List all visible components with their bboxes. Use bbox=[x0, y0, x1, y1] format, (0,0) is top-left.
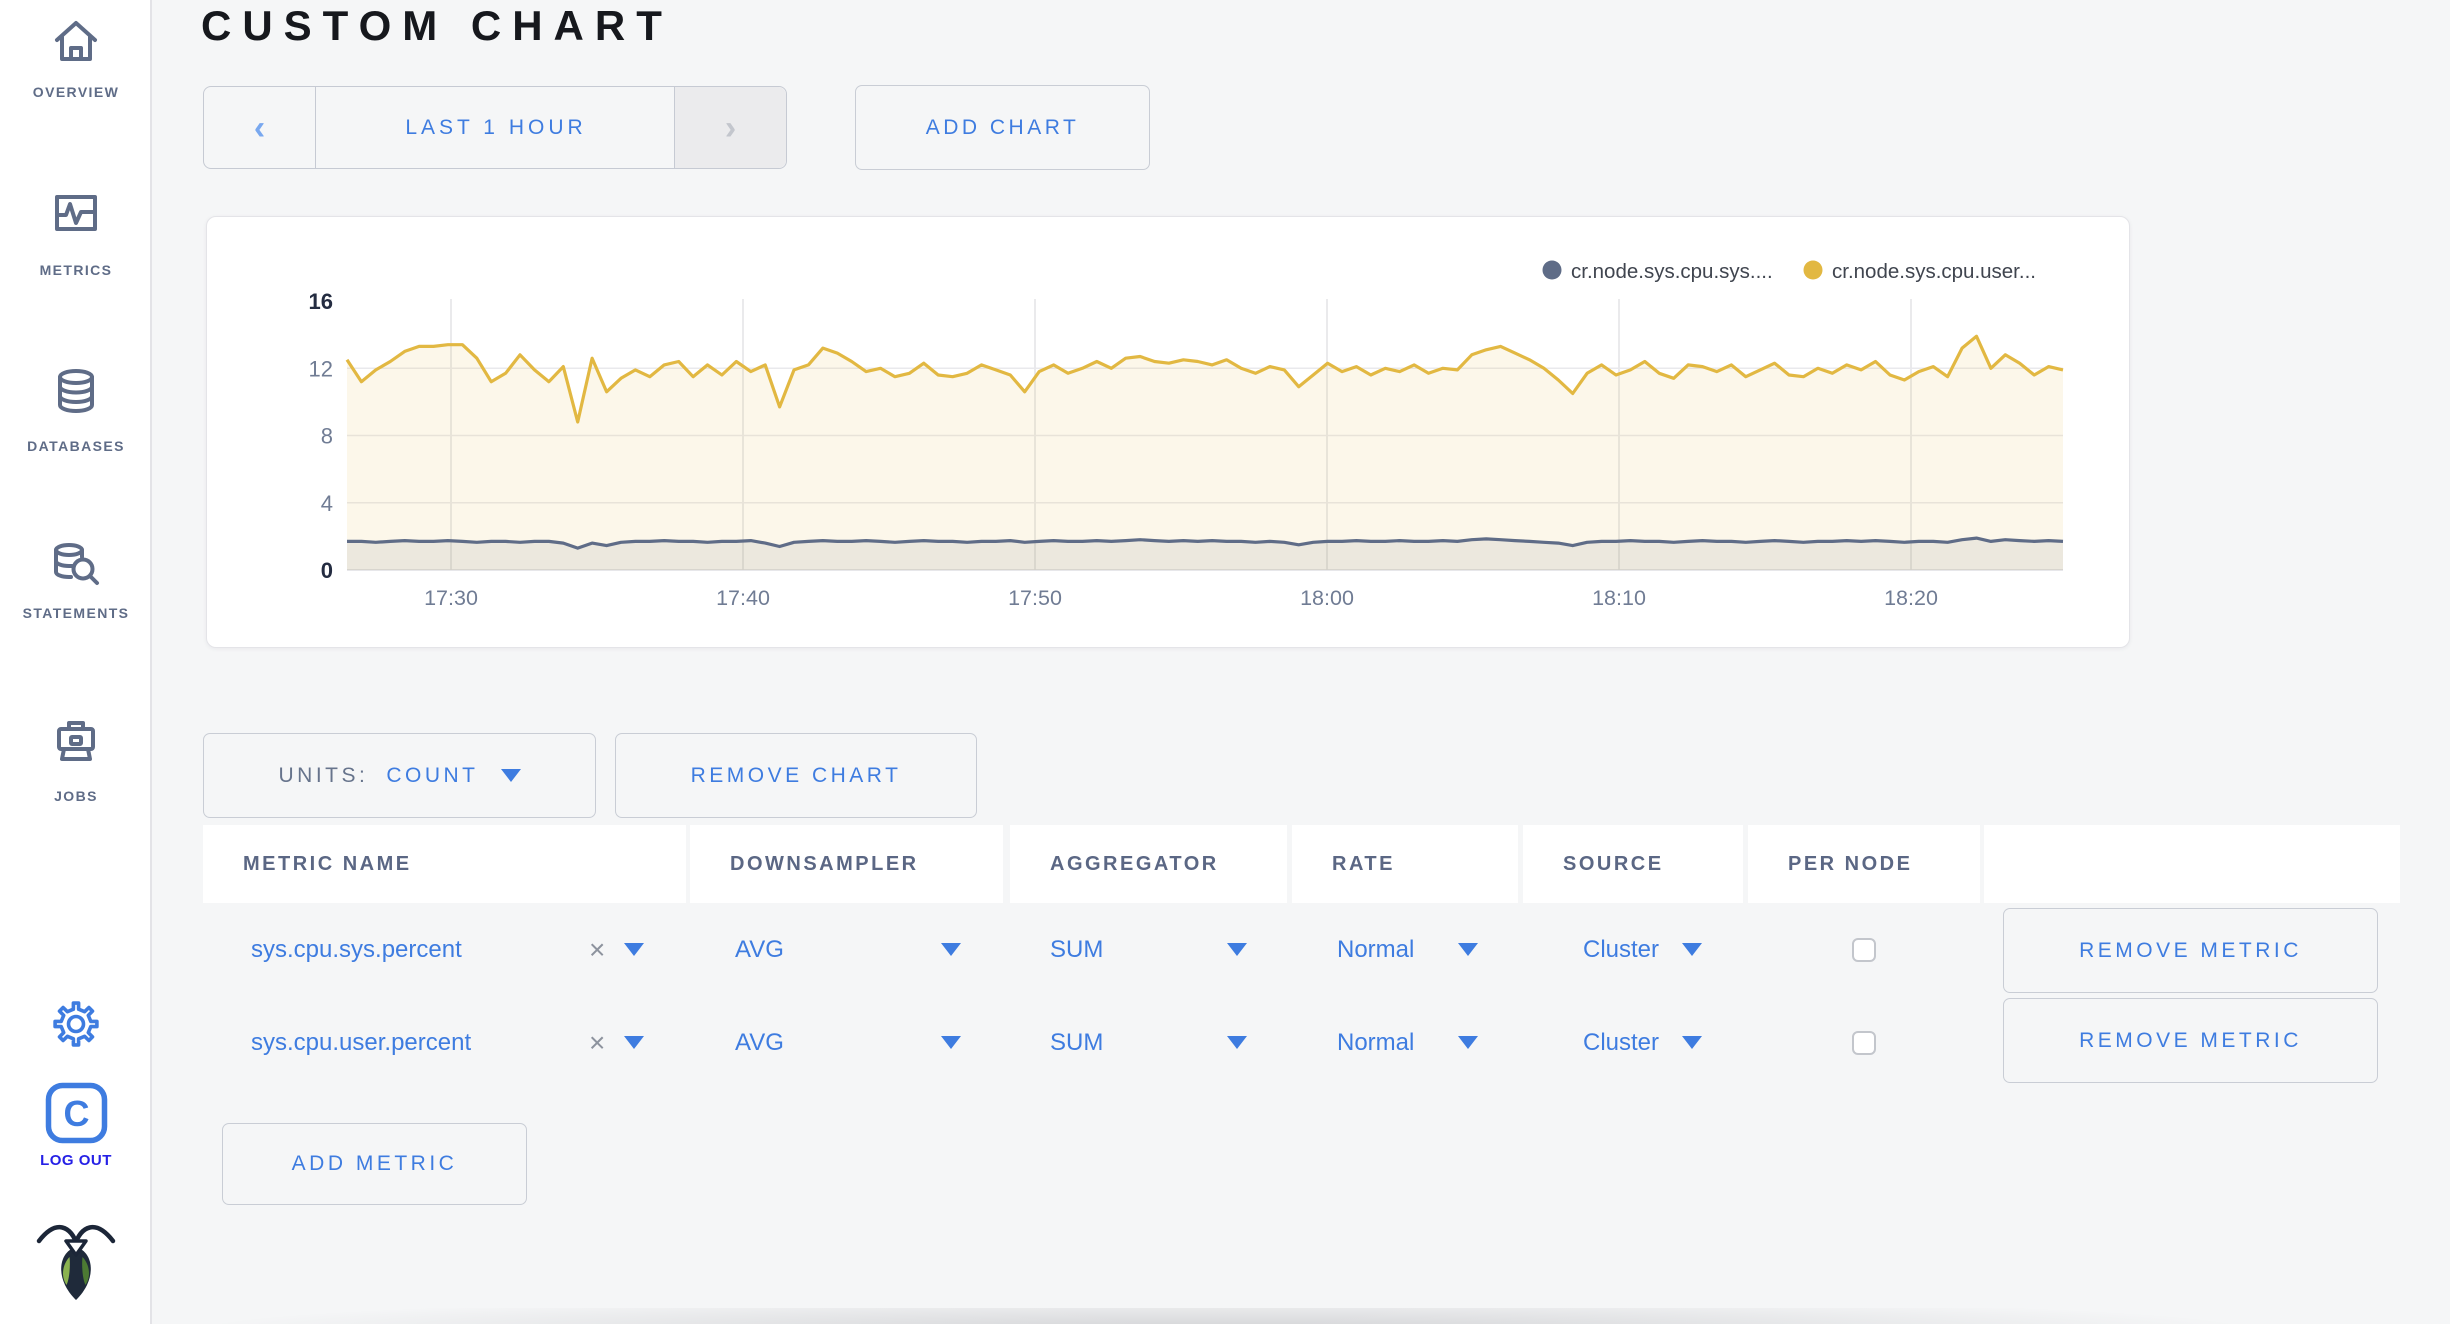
aggregator-caret[interactable] bbox=[1227, 903, 1247, 996]
add-chart-button[interactable]: ADD CHART bbox=[855, 85, 1150, 170]
page-title: CUSTOM CHART bbox=[201, 2, 673, 49]
add-chart-label: ADD CHART bbox=[925, 115, 1080, 139]
sidebar-item-statements[interactable]: STATEMENTS bbox=[22, 605, 130, 621]
svg-text:12: 12 bbox=[309, 356, 333, 381]
units-label: UNITS: bbox=[278, 763, 369, 787]
col-header-source: SOURCE bbox=[1523, 825, 1743, 903]
cockroach-logo bbox=[0, 1210, 152, 1300]
svg-text:18:20: 18:20 bbox=[1884, 586, 1938, 610]
chevron-down-icon bbox=[500, 769, 521, 782]
remove-chart-button[interactable]: REMOVE CHART bbox=[615, 733, 977, 818]
col-header-metric-name: METRIC NAME bbox=[203, 825, 686, 903]
units-dropdown[interactable]: UNITS: COUNT bbox=[203, 733, 596, 818]
aggregator-value[interactable]: SUM bbox=[1050, 935, 1104, 963]
time-range-dropdown[interactable]: LAST 1 HOUR bbox=[316, 87, 676, 168]
rate-caret[interactable] bbox=[1458, 996, 1478, 1089]
downsampler-caret[interactable] bbox=[941, 903, 961, 996]
database-icon[interactable] bbox=[0, 368, 152, 414]
chart-canvas[interactable]: 17:30 17:40 17:50 18:00 18:10 18:20 16 12 8 4 0 cr.… bbox=[207, 217, 2128, 646]
source-caret[interactable] bbox=[1682, 996, 1702, 1089]
svg-text:C: C bbox=[63, 1093, 89, 1134]
svg-text:cr.node.sys.cpu.sys....: cr.node.sys.cpu.sys.... bbox=[1571, 260, 1773, 283]
table-header: METRIC NAME DOWNSAMPLER AGGREGATOR RATE … bbox=[203, 825, 2400, 903]
aggregator-value[interactable]: SUM bbox=[1050, 1028, 1104, 1056]
col-header-actions bbox=[1984, 825, 2400, 903]
svg-text:17:30: 17:30 bbox=[424, 586, 478, 610]
aggregator-caret[interactable] bbox=[1227, 996, 1247, 1089]
gear-icon[interactable] bbox=[0, 1001, 152, 1047]
col-header-downsampler: DOWNSAMPLER bbox=[690, 825, 1003, 903]
database-search-icon[interactable] bbox=[0, 542, 152, 590]
downsampler-value[interactable]: AVG bbox=[735, 935, 784, 963]
bottom-scroll-shadow bbox=[0, 1308, 2450, 1324]
briefcase-icon[interactable] bbox=[0, 717, 152, 767]
rate-value[interactable]: Normal bbox=[1337, 935, 1415, 963]
svg-text:18:00: 18:00 bbox=[1300, 586, 1354, 610]
source-value[interactable]: Cluster bbox=[1583, 935, 1660, 963]
sidebar: OVERVIEW METRICS DATABASES bbox=[0, 0, 152, 1324]
rate-value[interactable]: Normal bbox=[1337, 1028, 1415, 1056]
chevron-right-icon: › bbox=[724, 108, 737, 147]
per-node-checkbox[interactable] bbox=[1852, 1031, 1876, 1055]
svg-text:17:50: 17:50 bbox=[1008, 586, 1062, 610]
metric-name-value[interactable]: sys.cpu.sys.percent bbox=[251, 935, 462, 963]
metric-name-dropdown-caret[interactable] bbox=[624, 996, 644, 1089]
metric-name-value[interactable]: sys.cpu.user.percent bbox=[251, 1028, 472, 1056]
downsampler-value[interactable]: AVG bbox=[735, 1028, 784, 1056]
table-row: sys.cpu.user.percent × AVG SUM Normal Cl… bbox=[203, 996, 2400, 1089]
clear-metric-icon[interactable]: × bbox=[589, 933, 606, 965]
col-header-aggregator: AGGREGATOR bbox=[1010, 825, 1287, 903]
per-node-checkbox[interactable] bbox=[1852, 938, 1876, 962]
svg-text:4: 4 bbox=[321, 491, 333, 516]
sidebar-item-metrics[interactable]: METRICS bbox=[39, 262, 113, 278]
source-caret[interactable] bbox=[1682, 903, 1702, 996]
svg-text:16: 16 bbox=[309, 289, 333, 314]
col-header-per-node: PER NODE bbox=[1748, 825, 1980, 903]
clear-metric-icon[interactable]: × bbox=[589, 1026, 606, 1058]
logout-button[interactable]: LOG OUT bbox=[40, 1152, 112, 1169]
time-range-selector: ‹ LAST 1 HOUR › bbox=[203, 86, 787, 169]
cockroach-c-icon[interactable]: C bbox=[0, 1082, 152, 1144]
svg-text:0: 0 bbox=[321, 558, 333, 583]
legend-item[interactable]: cr.node.sys.cpu.sys.... bbox=[1542, 260, 1773, 283]
time-range-prev-button[interactable]: ‹ bbox=[204, 87, 316, 168]
time-range-next-button[interactable]: › bbox=[674, 87, 786, 168]
home-icon[interactable] bbox=[0, 18, 152, 64]
chevron-left-icon: ‹ bbox=[253, 108, 266, 147]
sidebar-item-databases[interactable]: DATABASES bbox=[27, 438, 125, 454]
chart-panel: 17:30 17:40 17:50 18:00 18:10 18:20 16 12 8 4 0 cr.… bbox=[206, 216, 2130, 648]
svg-text:18:10: 18:10 bbox=[1592, 586, 1646, 610]
add-metric-label: ADD METRIC bbox=[291, 1152, 458, 1175]
table-row: sys.cpu.sys.percent × AVG SUM Normal Clu… bbox=[203, 903, 2400, 996]
svg-text:17:40: 17:40 bbox=[716, 586, 770, 610]
rate-caret[interactable] bbox=[1458, 903, 1478, 996]
add-metric-button[interactable]: ADD METRIC bbox=[222, 1123, 527, 1205]
metric-name-dropdown-caret[interactable] bbox=[624, 903, 644, 996]
col-header-rate: RATE bbox=[1292, 825, 1518, 903]
downsampler-caret[interactable] bbox=[941, 996, 961, 1089]
units-value: COUNT bbox=[386, 763, 479, 787]
remove-metric-button[interactable]: REMOVE METRIC bbox=[2003, 908, 2378, 993]
legend-item[interactable]: cr.node.sys.cpu.user... bbox=[1803, 260, 2036, 283]
remove-metric-button[interactable]: REMOVE METRIC bbox=[2003, 998, 2378, 1083]
sidebar-item-overview[interactable]: OVERVIEW bbox=[32, 84, 120, 100]
time-range-label: LAST 1 HOUR bbox=[405, 115, 587, 139]
graph-icon[interactable] bbox=[0, 190, 152, 236]
source-value[interactable]: Cluster bbox=[1583, 1028, 1660, 1056]
svg-text:cr.node.sys.cpu.user...: cr.node.sys.cpu.user... bbox=[1832, 260, 2036, 283]
remove-chart-label: REMOVE CHART bbox=[690, 763, 902, 787]
sidebar-item-jobs[interactable]: JOBS bbox=[54, 788, 98, 804]
svg-text:8: 8 bbox=[321, 424, 333, 449]
